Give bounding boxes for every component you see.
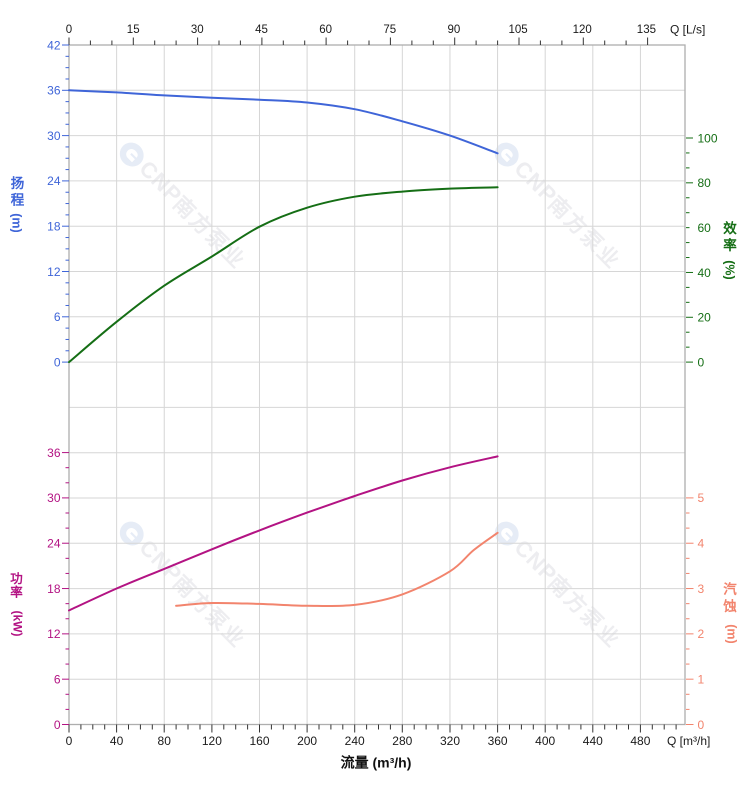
svg-text:30: 30 [191, 24, 204, 36]
svg-text:(m): (m) [10, 213, 24, 232]
svg-text:40: 40 [698, 266, 712, 280]
svg-text:240: 240 [345, 734, 365, 748]
svg-text:200: 200 [297, 734, 317, 748]
svg-text:程: 程 [11, 193, 25, 208]
svg-text:36: 36 [47, 84, 61, 98]
svg-text:(%): (%) [723, 260, 737, 279]
svg-text:0: 0 [66, 24, 72, 36]
svg-text:Q [m³/h]: Q [m³/h] [667, 734, 710, 748]
svg-text:率: 率 [10, 585, 23, 600]
svg-text:南方泵业: 南方泵业 [543, 192, 625, 274]
svg-text:160: 160 [249, 734, 269, 748]
svg-text:18: 18 [47, 582, 61, 596]
svg-text:汽: 汽 [723, 581, 737, 597]
svg-text:60: 60 [698, 221, 712, 235]
svg-text:80: 80 [158, 734, 172, 748]
svg-text:42: 42 [47, 38, 61, 52]
svg-text:100: 100 [698, 131, 718, 145]
svg-text:40: 40 [110, 734, 124, 748]
svg-text:南方泵业: 南方泵业 [168, 192, 250, 274]
svg-text:南方泵业: 南方泵业 [168, 571, 250, 653]
svg-text:0: 0 [54, 718, 61, 732]
svg-text:15: 15 [127, 24, 140, 36]
svg-text:6: 6 [54, 310, 61, 324]
svg-text:(kW): (kW) [11, 611, 25, 637]
svg-text:功: 功 [10, 571, 23, 586]
svg-text:0: 0 [66, 734, 73, 748]
svg-text:0: 0 [54, 355, 61, 369]
svg-text:80: 80 [698, 176, 712, 190]
svg-text:480: 480 [630, 734, 650, 748]
svg-text:流量 (m³/h): 流量 (m³/h) [341, 755, 412, 771]
svg-text:扬: 扬 [11, 175, 25, 191]
svg-text:南方泵业: 南方泵业 [543, 571, 625, 653]
svg-text:45: 45 [255, 24, 268, 36]
svg-text:2: 2 [698, 627, 705, 641]
svg-text:12: 12 [47, 627, 61, 641]
svg-text:18: 18 [47, 220, 61, 234]
svg-text:1: 1 [698, 673, 705, 687]
svg-text:30: 30 [47, 129, 61, 143]
svg-text:4: 4 [698, 537, 705, 551]
svg-text:Q [L/s]: Q [L/s] [670, 23, 705, 37]
svg-text:24: 24 [47, 537, 61, 551]
svg-text:0: 0 [698, 718, 705, 732]
svg-text:率: 率 [723, 237, 737, 253]
svg-text:0: 0 [698, 355, 705, 369]
svg-text:20: 20 [698, 311, 712, 325]
svg-text:320: 320 [440, 734, 460, 748]
svg-text:60: 60 [319, 24, 332, 36]
svg-text:蚀: 蚀 [722, 598, 737, 614]
svg-text:30: 30 [47, 491, 61, 505]
svg-text:120: 120 [573, 24, 592, 36]
svg-text:280: 280 [392, 734, 412, 748]
svg-text:36: 36 [47, 446, 61, 460]
svg-text:12: 12 [47, 265, 61, 279]
svg-text:360: 360 [488, 734, 508, 748]
svg-text:440: 440 [583, 734, 603, 748]
svg-text:(m): (m) [725, 624, 739, 643]
svg-text:135: 135 [637, 24, 656, 36]
svg-text:6: 6 [54, 673, 61, 687]
svg-text:5: 5 [698, 491, 705, 505]
svg-text:105: 105 [509, 24, 528, 36]
svg-text:3: 3 [698, 582, 705, 596]
svg-text:24: 24 [47, 174, 61, 188]
svg-text:400: 400 [535, 734, 555, 748]
svg-text:效: 效 [723, 220, 737, 236]
svg-text:90: 90 [448, 24, 461, 36]
svg-text:120: 120 [202, 734, 222, 748]
svg-text:75: 75 [383, 24, 396, 36]
